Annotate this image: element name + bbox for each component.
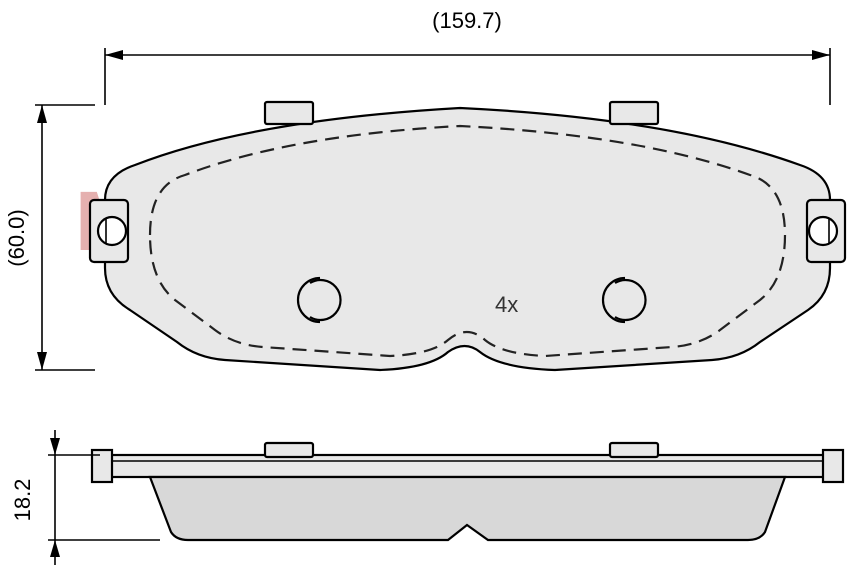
backing-plate-outline <box>105 108 830 370</box>
dimension-width <box>105 48 830 105</box>
side-friction-material <box>150 477 785 540</box>
dimension-thickness-label: 18.2 <box>10 479 35 522</box>
mounting-ear-left <box>90 200 128 262</box>
side-backing-plate <box>105 455 830 477</box>
mounting-ear-right <box>807 200 845 262</box>
technical-drawing: METZGER Autoteile (159.7) (60.0) <box>0 0 865 573</box>
brake-pad-top-view <box>90 102 845 370</box>
brake-pad-side-view <box>92 443 843 540</box>
dimension-height-label: (60.0) <box>4 209 29 266</box>
dimension-width-label: (159.7) <box>432 8 502 33</box>
quantity-label: 4x <box>495 292 518 317</box>
